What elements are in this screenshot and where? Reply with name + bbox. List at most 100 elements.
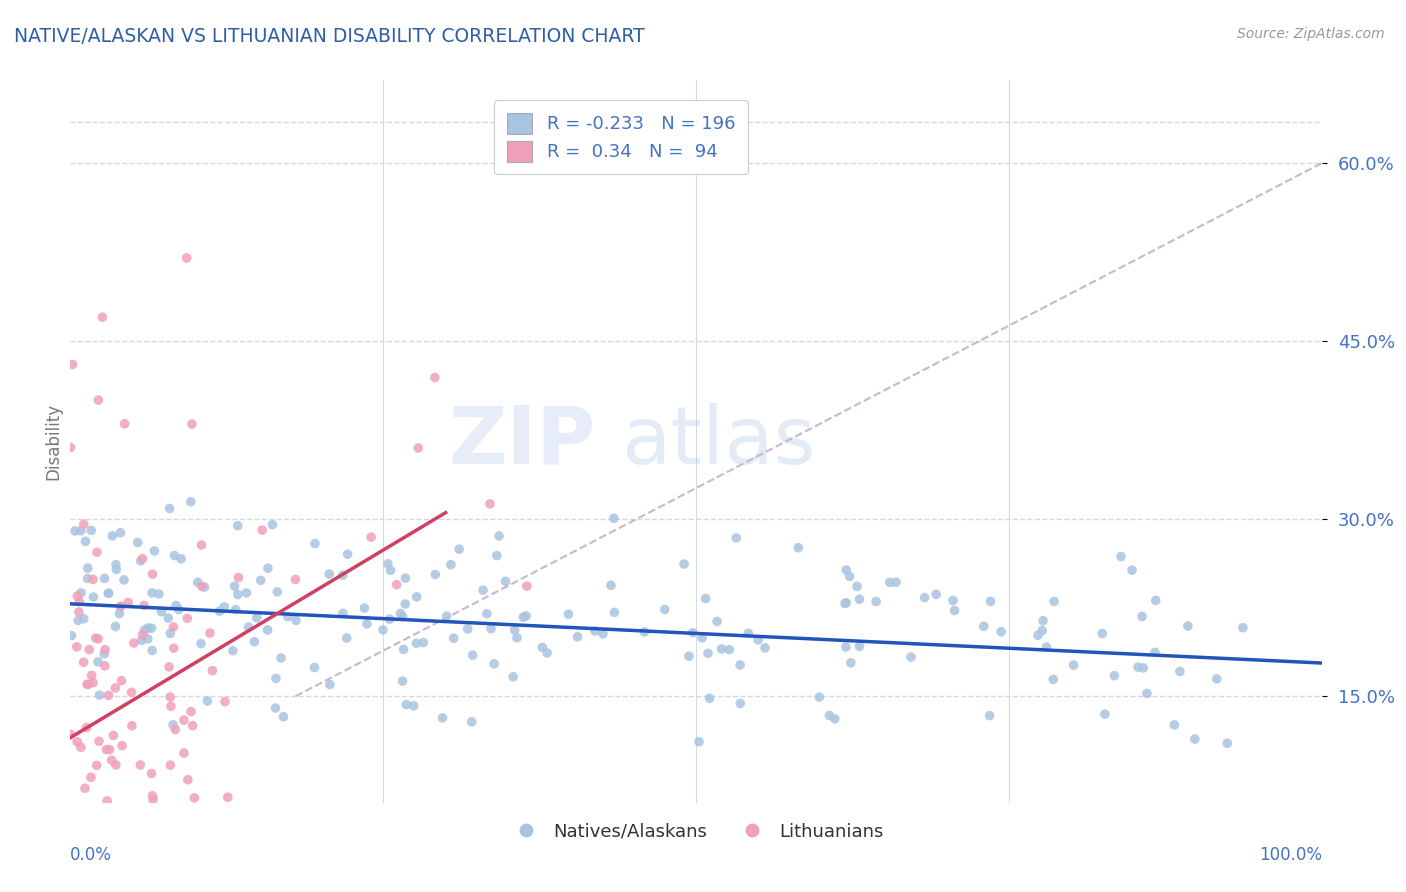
Point (633, 624, 655, 639)
Point (180, 417, 202, 431)
Point (425, 567, 447, 582)
Point (80, 668, 103, 682)
Point (502, 670, 524, 684)
Point (226, 518, 249, 533)
Point (136, 632, 159, 646)
Point (96, 794, 118, 808)
Point (121, 685, 143, 699)
Point (60, 629, 83, 643)
Point (395, 698, 418, 712)
Point (129, 554, 152, 568)
Point (176, 611, 198, 625)
Point (66, 640, 89, 654)
Point (531, 640, 554, 655)
Point (884, 575, 907, 590)
Point (165, 723, 187, 737)
Point (461, 648, 484, 663)
Point (389, 607, 412, 621)
Point (516, 579, 538, 593)
Point (1143, 645, 1166, 659)
Point (77, 642, 100, 657)
Point (173, 746, 195, 760)
Point (839, 656, 862, 670)
Point (72, 801, 94, 815)
Point (848, 592, 870, 607)
Point (86, 545, 108, 559)
Point (243, 634, 266, 648)
Point (110, 525, 132, 540)
Point (402, 698, 425, 713)
Point (167, 602, 190, 616)
Point (108, 599, 131, 614)
Legend: Natives/Alaskans, Lithuanians: Natives/Alaskans, Lithuanians (501, 815, 891, 848)
Point (143, 544, 166, 558)
Point (257, 561, 280, 575)
Point (440, 558, 463, 572)
Point (603, 606, 626, 620)
Point (405, 636, 427, 650)
Point (104, 619, 127, 633)
Point (688, 735, 710, 749)
Text: ZIP: ZIP (449, 402, 596, 481)
Point (117, 595, 139, 609)
Point (67, 594, 90, 608)
Point (141, 789, 163, 803)
Point (59, 441, 82, 455)
Point (1043, 594, 1066, 608)
Point (256, 623, 278, 637)
Point (457, 622, 479, 636)
Point (131, 633, 153, 648)
Point (63, 524, 86, 538)
Point (377, 557, 399, 571)
Point (82, 675, 104, 690)
Point (159, 626, 181, 640)
Point (654, 602, 676, 616)
Point (371, 623, 394, 637)
Point (170, 551, 193, 566)
Point (183, 790, 205, 805)
Point (122, 636, 145, 650)
Point (378, 612, 401, 626)
Point (835, 640, 858, 654)
Point (943, 603, 966, 617)
Point (190, 538, 212, 552)
Point (59, 727, 82, 741)
Point (91, 310, 114, 325)
Point (75, 534, 97, 549)
Point (319, 677, 342, 691)
Point (114, 417, 136, 431)
Point (70, 740, 93, 755)
Point (848, 640, 870, 654)
Point (132, 599, 155, 613)
Point (266, 585, 288, 599)
Point (990, 624, 1012, 639)
Point (108, 607, 131, 621)
Point (835, 596, 858, 610)
Point (79, 820, 101, 834)
Point (110, 673, 132, 688)
Text: atlas: atlas (621, 402, 815, 481)
Point (1126, 660, 1149, 674)
Point (93, 571, 115, 585)
Point (1136, 686, 1159, 700)
Point (1216, 736, 1239, 750)
Point (353, 601, 375, 615)
Point (150, 605, 173, 619)
Point (787, 541, 810, 555)
Point (318, 567, 340, 582)
Point (86, 820, 108, 834)
Point (157, 611, 180, 625)
Point (690, 631, 713, 645)
Point (141, 643, 163, 657)
Point (391, 609, 413, 624)
Point (159, 501, 181, 516)
Point (190, 637, 212, 651)
Point (925, 587, 948, 601)
Point (62, 358, 84, 372)
Point (141, 766, 163, 780)
Point (80, 770, 103, 784)
Point (97, 586, 120, 600)
Point (725, 531, 748, 545)
Point (406, 441, 429, 455)
Point (332, 568, 354, 582)
